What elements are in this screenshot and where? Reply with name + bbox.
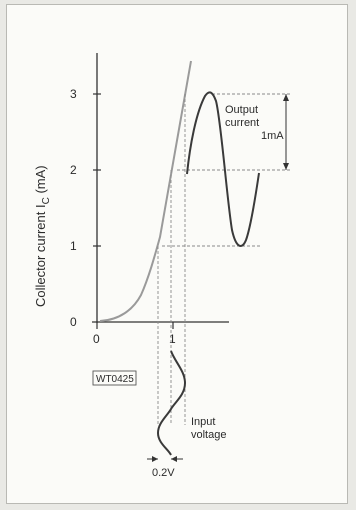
output-label-line2: current (225, 117, 259, 129)
output-label-line1: Output (225, 104, 258, 116)
figure-code-box (92, 370, 137, 386)
input-voltage-wave (156, 350, 187, 456)
x-tick-label-1: 1 (169, 332, 176, 346)
input-amplitude-label: 0.2V (152, 467, 175, 479)
y-tick-label-0: 0 (70, 315, 77, 329)
guide-lines (157, 93, 292, 425)
x-tick-label-0: 0 (93, 332, 100, 346)
output-arrow-up (283, 94, 289, 101)
y-tick-label-2: 2 (70, 163, 77, 177)
input-arrow-right (171, 456, 177, 462)
input-label-line1: Input (191, 416, 215, 428)
output-current-wave (186, 91, 260, 247)
y-tick-label-3: 3 (70, 87, 77, 101)
y-tick-label-1: 1 (70, 239, 77, 253)
y-axis-title: Collector current IC (mA) (33, 165, 52, 307)
output-arrow-down (283, 163, 289, 170)
figure-code: WT0425 (96, 374, 134, 385)
output-amplitude-label: 1mA (261, 130, 284, 142)
transfer-characteristic-diagram: 0 1 2 3 0 1 Collector current IC (mA) Ou… (33, 53, 292, 479)
transfer-curve (99, 60, 192, 322)
figure-frame: 0 1 2 3 0 1 Collector current IC (mA) Ou… (6, 4, 348, 504)
input-label-line2: voltage (191, 429, 226, 441)
input-arrow-left (152, 456, 158, 462)
